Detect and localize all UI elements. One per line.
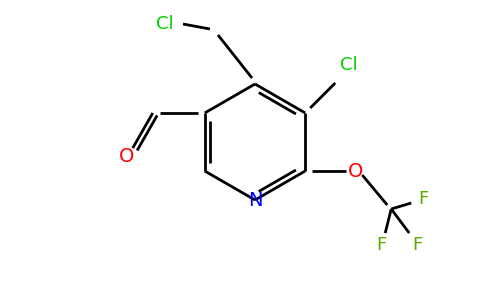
Text: F: F [376,236,386,254]
Text: Cl: Cl [340,56,358,74]
Text: N: N [248,190,262,209]
Text: O: O [119,146,135,166]
Text: F: F [412,236,423,254]
Text: F: F [418,190,428,208]
Text: Cl: Cl [156,15,174,33]
Text: O: O [348,161,363,181]
